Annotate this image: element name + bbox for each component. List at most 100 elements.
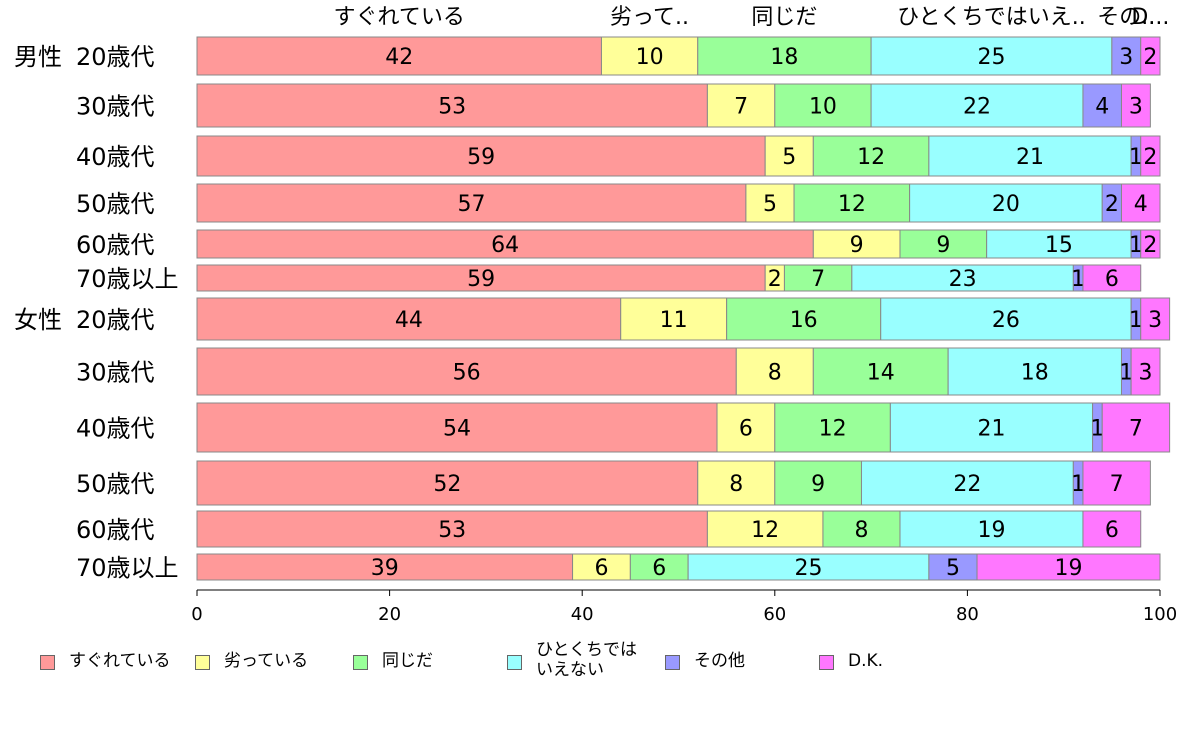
- bar-segment: [620, 297, 728, 341]
- data-label: 4: [1095, 95, 1109, 120]
- bar-segment: [687, 553, 930, 581]
- legend-item: ひとくちでは いえない: [507, 640, 637, 680]
- bar-segment: [1140, 36, 1161, 76]
- data-label: 6: [594, 556, 608, 581]
- data-label: 44: [395, 308, 423, 333]
- bar-segment: [1111, 36, 1142, 76]
- series-top-label: その..: [1097, 5, 1155, 30]
- bar-segment: [196, 460, 699, 506]
- data-label: 57: [457, 192, 485, 217]
- data-label: 19: [977, 518, 1005, 543]
- bar-segment: [793, 183, 911, 223]
- data-label: 1: [1129, 308, 1143, 333]
- category-label: 30歳代: [76, 93, 155, 121]
- data-label: 6: [652, 556, 666, 581]
- bar-segment: [860, 460, 1074, 506]
- data-label: 10: [809, 95, 837, 120]
- bar-segment: [764, 135, 814, 177]
- bar-segment: [812, 229, 901, 259]
- bar-segment: [812, 347, 949, 396]
- data-label: 22: [963, 95, 991, 120]
- category-label: 60歳代: [76, 231, 155, 259]
- data-label: 25: [977, 45, 1005, 70]
- data-label: 10: [636, 45, 664, 70]
- category-label: 30歳代: [76, 359, 155, 387]
- category-label: 40歳代: [76, 415, 155, 443]
- data-label: 56: [453, 361, 481, 386]
- bar-segment: [196, 264, 766, 292]
- bar-segment: [196, 347, 737, 396]
- bar-segment: [1130, 347, 1161, 396]
- category-label: 20歳代: [76, 306, 155, 334]
- bar-segment: [196, 135, 766, 177]
- data-label: 5: [782, 145, 796, 170]
- data-label: 3: [1139, 361, 1153, 386]
- bar-segment: [1082, 264, 1142, 292]
- bar-segment: [745, 183, 795, 223]
- group-label: 男性: [14, 43, 62, 71]
- legend-label: ひとくちでは いえない: [536, 640, 637, 680]
- series-top-label: 劣って..: [610, 5, 689, 30]
- bar-segment: [697, 36, 872, 76]
- data-label: 3: [1148, 308, 1162, 333]
- bar-segment: [572, 553, 631, 581]
- legend-swatch: [195, 655, 210, 670]
- data-label: 2: [1143, 145, 1157, 170]
- legend-label: 劣っている: [224, 651, 309, 671]
- x-tick-label: 40: [571, 604, 594, 625]
- category-label: 50歳代: [76, 470, 155, 498]
- category-label: 20歳代: [76, 43, 155, 71]
- bar-segment: [774, 402, 891, 453]
- bar-segment: [196, 553, 574, 581]
- data-label: 2: [1143, 233, 1157, 258]
- bar-segment: [976, 553, 1161, 581]
- data-label: 14: [867, 361, 895, 386]
- data-label: 53: [438, 95, 466, 120]
- data-label: 54: [443, 417, 471, 442]
- bar-segment: [1140, 135, 1161, 177]
- data-label: 3: [1129, 95, 1143, 120]
- bar-segment: [196, 297, 622, 341]
- bar-segment: [196, 36, 602, 76]
- data-label: 5: [763, 192, 777, 217]
- data-label: 18: [1021, 361, 1049, 386]
- data-label: 9: [850, 233, 864, 258]
- bar-segment: [196, 183, 747, 223]
- legend-swatch: [353, 655, 368, 670]
- bar-segment: [706, 510, 824, 548]
- bar-segment: [716, 402, 776, 453]
- bar-segment: [928, 135, 1132, 177]
- data-label: 6: [1105, 267, 1119, 292]
- data-label: 7: [734, 95, 748, 120]
- data-label: 52: [433, 472, 461, 497]
- data-label: 8: [729, 472, 743, 497]
- bar-segment: [196, 402, 718, 453]
- legend: すぐれている 劣っている 同じだ ひとくちでは いえない その他 D.K.: [0, 640, 1188, 700]
- bar-segment: [774, 83, 872, 128]
- data-label: 1: [1119, 361, 1133, 386]
- category-label: 70歳以上: [76, 265, 179, 293]
- data-label: 26: [992, 308, 1020, 333]
- bar-segment: [196, 83, 708, 128]
- data-label: 6: [739, 417, 753, 442]
- legend-label: 同じだ: [382, 651, 433, 671]
- data-label: 1: [1071, 472, 1085, 497]
- data-label: 12: [819, 417, 847, 442]
- bar-segment: [1082, 510, 1142, 548]
- bar-segment: [1120, 83, 1151, 128]
- legend-item: すぐれている: [40, 651, 171, 671]
- data-label: 23: [949, 267, 977, 292]
- bar-segment: [774, 460, 862, 506]
- bar-segment: [196, 229, 814, 259]
- data-label: 20: [992, 192, 1020, 217]
- series-top-label: 同じだ: [751, 5, 817, 30]
- legend-swatch: [40, 655, 55, 670]
- data-label: 18: [770, 45, 798, 70]
- series-top-label: すぐれている: [334, 5, 465, 30]
- x-tick-label: 60: [763, 604, 786, 625]
- data-label: 39: [371, 556, 399, 581]
- bar-segment: [1101, 402, 1171, 453]
- x-tick-label: 100: [1143, 604, 1177, 625]
- data-label: 5: [946, 556, 960, 581]
- group-label: 女性: [14, 306, 62, 334]
